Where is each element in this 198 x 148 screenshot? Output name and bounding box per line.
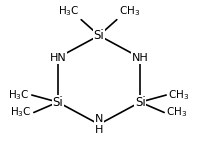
Text: Si: Si xyxy=(135,96,146,109)
Text: NH: NH xyxy=(132,53,148,63)
Text: CH$_3$: CH$_3$ xyxy=(119,4,140,18)
Text: HN: HN xyxy=(50,53,66,63)
Text: Si: Si xyxy=(94,29,104,42)
Text: CH$_3$: CH$_3$ xyxy=(168,88,189,102)
Text: CH$_3$: CH$_3$ xyxy=(166,106,187,119)
Text: H$_3$C: H$_3$C xyxy=(58,4,79,18)
Text: H$_3$C: H$_3$C xyxy=(10,106,32,119)
Text: H$_3$C: H$_3$C xyxy=(8,88,30,102)
Text: Si: Si xyxy=(52,96,63,109)
Text: N
H: N H xyxy=(95,114,103,135)
